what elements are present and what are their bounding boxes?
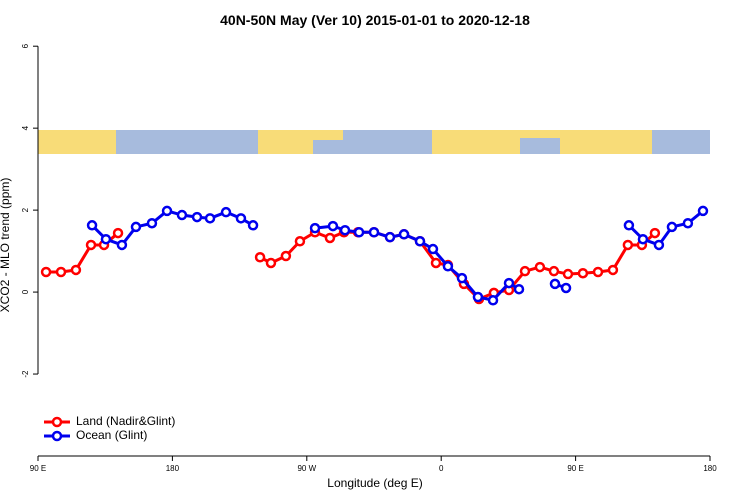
data-point [329, 222, 337, 230]
data-point [311, 224, 319, 232]
data-point [237, 214, 245, 222]
x-tick-label: 90 W [297, 464, 316, 473]
legend: Land (Nadir&Glint)Ocean (Glint) [44, 414, 175, 442]
data-point [432, 259, 440, 267]
data-point [668, 223, 676, 231]
map-land [38, 130, 116, 154]
data-point [624, 241, 632, 249]
y-tick-label: -2 [21, 370, 30, 378]
series-line [92, 211, 703, 300]
data-point [193, 213, 201, 221]
map-strip [38, 130, 710, 154]
data-point [515, 285, 523, 293]
data-point [639, 235, 647, 243]
y-axis-label: XCO2 - MLO trend (ppm) [0, 178, 12, 313]
data-point [355, 228, 363, 236]
data-point [222, 208, 230, 216]
data-point [651, 229, 659, 237]
data-point [429, 245, 437, 253]
data-point [474, 293, 482, 301]
map-land [313, 130, 343, 140]
data-point [267, 259, 275, 267]
data-point [594, 268, 602, 276]
data-point [699, 207, 707, 215]
data-point [562, 284, 570, 292]
legend-marker [53, 432, 61, 440]
y-tick-label: 2 [21, 207, 30, 212]
y-tick-label: 4 [21, 125, 30, 130]
data-point [505, 279, 513, 287]
data-point [118, 241, 126, 249]
x-tick-label: 90 E [30, 464, 46, 473]
x-tick-label: 180 [166, 464, 180, 473]
legend-marker [53, 418, 61, 426]
chart-title: 40N-50N May (Ver 10) 2015-01-01 to 2020-… [220, 12, 530, 28]
data-point [114, 229, 122, 237]
data-point [163, 207, 171, 215]
data-point [416, 237, 424, 245]
data-point [296, 237, 304, 245]
data-point [400, 230, 408, 238]
data-point [341, 226, 349, 234]
data-point [326, 234, 334, 242]
data-point [564, 270, 572, 278]
data-point [521, 267, 529, 275]
legend-label: Land (Nadir&Glint) [76, 414, 175, 428]
data-point [550, 267, 558, 275]
y-tick-label: 0 [21, 289, 30, 294]
data-point [458, 274, 466, 282]
data-point [87, 241, 95, 249]
data-point [579, 269, 587, 277]
data-point [536, 263, 544, 271]
data-point [249, 221, 257, 229]
data-point [206, 214, 214, 222]
series [88, 207, 707, 304]
data-point [132, 223, 140, 231]
data-point [370, 228, 378, 236]
map-land [258, 130, 313, 154]
data-point [655, 241, 663, 249]
data-point [57, 268, 65, 276]
x-axis-label: Longitude (deg E) [327, 476, 422, 490]
data-point [625, 221, 633, 229]
x-tick-label: 90 E [567, 464, 583, 473]
legend-label: Ocean (Glint) [76, 428, 147, 442]
data-point [88, 221, 96, 229]
map-sea [520, 138, 560, 154]
data-point [72, 266, 80, 274]
y-tick-label: 6 [21, 43, 30, 48]
data-point [42, 268, 50, 276]
data-point [684, 219, 692, 227]
data-point [444, 262, 452, 270]
data-point [148, 219, 156, 227]
data-point [256, 253, 264, 261]
data-point [386, 233, 394, 241]
data-point [178, 211, 186, 219]
x-tick-label: 0 [439, 464, 444, 473]
data-point [282, 252, 290, 260]
x-tick-label: 180 [703, 464, 717, 473]
data-point [609, 266, 617, 274]
page: {"chart_data": { "type": "line", "title"… [0, 0, 750, 500]
chart: 40N-50N May (Ver 10) 2015-01-01 to 2020-… [0, 0, 750, 500]
data-point [551, 280, 559, 288]
data-point [489, 296, 497, 304]
data-point [102, 235, 110, 243]
